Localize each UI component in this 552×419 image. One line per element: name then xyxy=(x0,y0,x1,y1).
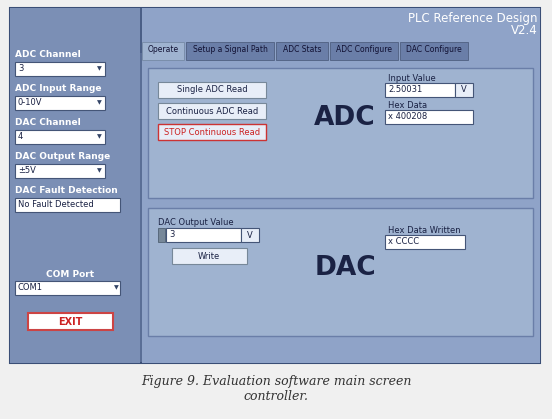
Text: Continuous ADC Read: Continuous ADC Read xyxy=(166,106,258,116)
Text: Operate: Operate xyxy=(147,45,178,54)
Text: COM Port: COM Port xyxy=(46,270,94,279)
Text: Input Value: Input Value xyxy=(388,74,436,83)
Bar xyxy=(15,281,120,295)
Text: 2.50031: 2.50031 xyxy=(388,85,422,94)
Text: 0-10V: 0-10V xyxy=(18,98,43,107)
Text: ▼: ▼ xyxy=(114,285,118,290)
Text: V2.4: V2.4 xyxy=(511,24,538,37)
Text: V: V xyxy=(247,230,253,240)
Text: STOP Continuous Read: STOP Continuous Read xyxy=(164,127,260,137)
Bar xyxy=(172,248,247,264)
Bar xyxy=(10,8,540,363)
Bar xyxy=(330,42,398,60)
Bar xyxy=(15,62,105,76)
Bar xyxy=(455,83,473,97)
Bar xyxy=(385,110,473,124)
Text: ADC Configure: ADC Configure xyxy=(336,45,392,54)
Bar xyxy=(10,8,540,53)
Text: DAC Channel: DAC Channel xyxy=(15,118,81,127)
Text: 4: 4 xyxy=(18,132,23,141)
Bar xyxy=(166,228,241,242)
Text: ADC Channel: ADC Channel xyxy=(15,50,81,59)
Bar xyxy=(276,42,328,60)
Bar xyxy=(186,42,274,60)
Bar xyxy=(15,96,105,110)
Text: Hex Data: Hex Data xyxy=(388,101,427,110)
Text: Single ADC Read: Single ADC Read xyxy=(177,85,247,95)
Text: ▼: ▼ xyxy=(97,101,102,106)
Bar xyxy=(400,42,468,60)
Text: Setup a Signal Path: Setup a Signal Path xyxy=(193,45,267,54)
Bar xyxy=(142,42,184,60)
Text: DAC Fault Detection: DAC Fault Detection xyxy=(15,186,118,195)
Bar xyxy=(142,8,540,363)
Bar xyxy=(10,8,140,363)
Bar xyxy=(15,130,105,144)
Bar xyxy=(385,83,455,97)
Text: ▼: ▼ xyxy=(97,168,102,173)
Bar xyxy=(148,68,533,198)
Text: ±5V: ±5V xyxy=(18,166,36,175)
Text: ADC: ADC xyxy=(314,105,376,131)
Text: No Fault Detected: No Fault Detected xyxy=(18,200,94,209)
Text: PLC Reference Design: PLC Reference Design xyxy=(408,12,538,25)
Bar xyxy=(158,82,266,98)
Text: 3: 3 xyxy=(169,230,174,239)
Text: DAC Output Value: DAC Output Value xyxy=(158,218,233,227)
Text: COM1: COM1 xyxy=(18,283,43,292)
Text: Figure 9. Evaluation software main screen: Figure 9. Evaluation software main scree… xyxy=(141,375,411,388)
Text: x 400208: x 400208 xyxy=(388,112,427,121)
Text: DAC Output Range: DAC Output Range xyxy=(15,152,110,161)
Text: x CCCC: x CCCC xyxy=(388,237,419,246)
Text: ADC Stats: ADC Stats xyxy=(283,45,321,54)
Text: Hex Data Written: Hex Data Written xyxy=(388,226,460,235)
Bar xyxy=(158,103,266,119)
Bar xyxy=(148,208,533,336)
Text: ADC Input Range: ADC Input Range xyxy=(15,84,102,93)
Bar xyxy=(28,313,113,330)
Bar xyxy=(15,164,105,178)
Text: ▼: ▼ xyxy=(97,67,102,72)
Text: DAC: DAC xyxy=(314,255,376,281)
Text: V: V xyxy=(461,85,467,95)
Text: controller.: controller. xyxy=(243,390,309,403)
Text: Write: Write xyxy=(198,251,220,261)
Text: EXIT: EXIT xyxy=(58,316,82,326)
Bar xyxy=(158,228,165,242)
Bar xyxy=(241,228,259,242)
Text: 3: 3 xyxy=(18,64,23,73)
Bar xyxy=(158,124,266,140)
Text: ▼: ▼ xyxy=(97,134,102,140)
Bar xyxy=(385,235,465,249)
Bar xyxy=(15,198,120,212)
Text: DAC Configure: DAC Configure xyxy=(406,45,462,54)
